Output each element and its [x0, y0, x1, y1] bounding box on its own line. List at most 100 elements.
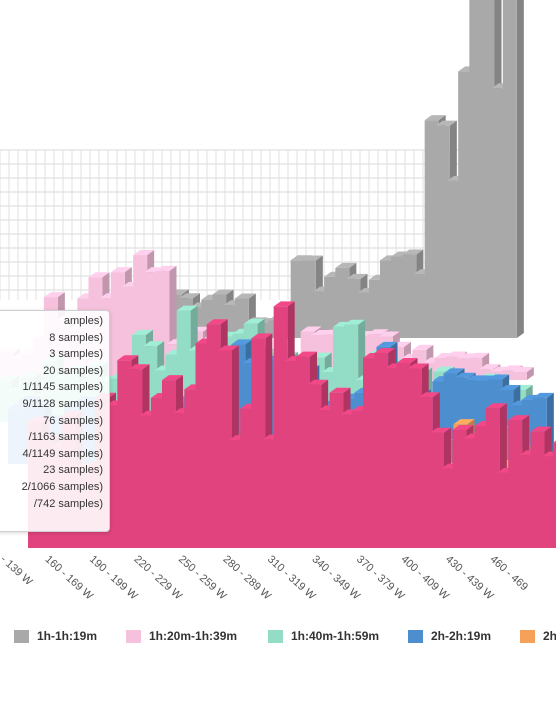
- bar-top: [300, 326, 322, 332]
- legend-label: 1h-1h:19m: [37, 629, 98, 643]
- tooltip-row: 9/1128 samples): [22, 398, 103, 410]
- bar-front: [206, 324, 221, 548]
- bar-front: [110, 272, 125, 380]
- legend-label: 2h: [543, 629, 556, 643]
- legend-label: 1h:40m-1h:59m: [291, 629, 380, 643]
- bar-front: [240, 408, 255, 548]
- bar-front: [552, 442, 556, 548]
- bar-top: [234, 293, 256, 299]
- legend-swatch: [14, 629, 29, 643]
- bar-front: [195, 343, 210, 548]
- bar-top: [407, 363, 429, 369]
- bar-front: [424, 120, 439, 338]
- legend: 1h-1h:19m 1h:20m-1h:39m 1h:40m-1h:59m 2h-2h…: [0, 626, 556, 648]
- legend-item[interactable]: 1h-1h:19m: [14, 626, 97, 646]
- bar-top: [488, 374, 510, 380]
- bar-top: [251, 333, 273, 339]
- bar-top: [290, 255, 312, 261]
- bar-front: [117, 360, 132, 548]
- bar-top: [212, 289, 234, 295]
- bar-top: [418, 392, 440, 398]
- legend-swatch: [408, 629, 423, 643]
- bar-front: [351, 410, 366, 548]
- bar-1h-1h:19m-47: [502, 0, 524, 339]
- bar-top: [88, 272, 110, 278]
- bar-top: [117, 355, 139, 361]
- bar-front: [284, 360, 299, 548]
- bar-front: [508, 420, 523, 548]
- bar-front: [296, 356, 310, 548]
- bar-front: [329, 392, 344, 548]
- bar-front: [128, 369, 143, 548]
- bar-front: [335, 267, 350, 338]
- bar-top: [128, 364, 150, 370]
- bar-top: [530, 426, 552, 432]
- bar-front: [363, 358, 377, 548]
- tooltip-row: /742 samples): [33, 497, 103, 510]
- legend-item[interactable]: 2h-2h:19m: [408, 626, 491, 646]
- bar-top: [468, 352, 490, 358]
- bar-front: [313, 291, 327, 338]
- bar-front: [452, 430, 467, 548]
- legend-swatch: [126, 629, 141, 643]
- tooltip-row: amples): [63, 315, 103, 327]
- bar-front: [447, 180, 461, 338]
- bar-1h:20m-1h:39m-47: [512, 366, 534, 380]
- bar-series-47: [552, 440, 556, 548]
- bar-top: [402, 249, 424, 255]
- bar-top: [454, 372, 476, 378]
- tooltip-row: 4/1149 samples): [22, 447, 103, 460]
- legend-item[interactable]: 1h:20m-1h:39m: [126, 626, 237, 646]
- bar-field: [0, 0, 556, 548]
- bar-top: [374, 348, 396, 354]
- bar-front: [340, 414, 355, 548]
- bar-front: [402, 254, 417, 338]
- bar-top: [344, 319, 366, 325]
- bar-top: [132, 329, 153, 335]
- legend-item[interactable]: 1h:40m-1h:59m: [268, 626, 379, 646]
- bar-top: [396, 357, 418, 363]
- legend-label: 2h-2h:19m: [431, 629, 492, 643]
- bar-front: [374, 353, 389, 548]
- bar-top: [296, 351, 317, 357]
- bar-top: [499, 385, 521, 391]
- bar-top: [329, 387, 351, 393]
- hover-tooltip: amples) 8 samples) 3 samples) 20 samples) 1/…: [0, 310, 110, 532]
- bar-top: [367, 329, 389, 335]
- bar-side: [526, 366, 534, 380]
- tooltip-row: 2/1066 samples): [21, 481, 103, 493]
- bar-top: [155, 265, 177, 271]
- bar-top: [453, 419, 475, 425]
- legend-label: 1h:20m-1h:39m: [149, 629, 238, 643]
- bar-front: [407, 368, 422, 548]
- bar-front: [491, 88, 506, 338]
- bar-side: [516, 0, 524, 338]
- bar-top: [273, 301, 295, 307]
- bar-top: [512, 366, 534, 372]
- legend-swatch: [268, 629, 283, 643]
- bar-top: [176, 305, 198, 311]
- x-tick-label: 460 - 469: [487, 553, 530, 593]
- bar-front: [380, 260, 394, 338]
- legend-item[interactable]: 2h: [520, 626, 556, 646]
- bar-top: [346, 273, 368, 279]
- bar-front: [413, 274, 428, 338]
- bar-front: [262, 439, 277, 548]
- bar-top: [307, 379, 329, 385]
- bar-front: [430, 432, 444, 548]
- bar-front: [229, 440, 243, 548]
- bar-front: [391, 256, 406, 338]
- bar-top: [435, 120, 457, 126]
- bar-top: [143, 341, 165, 347]
- tooltip-row: 20 samples): [43, 364, 103, 377]
- bar-front: [184, 389, 199, 548]
- bar-top: [206, 319, 228, 325]
- bar-top: [541, 451, 556, 457]
- bar-top: [217, 345, 239, 351]
- bar-top: [243, 318, 265, 324]
- legend-swatch: [520, 629, 535, 643]
- bar-front: [318, 410, 333, 548]
- bar-front: [139, 415, 154, 548]
- bar-top: [376, 341, 398, 347]
